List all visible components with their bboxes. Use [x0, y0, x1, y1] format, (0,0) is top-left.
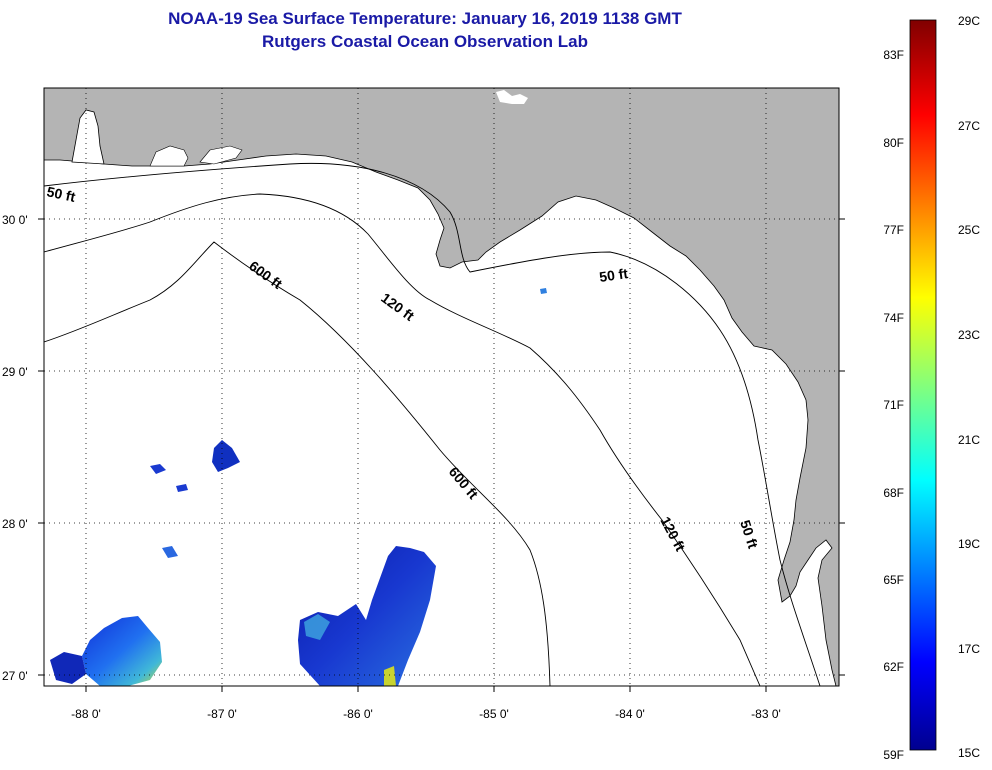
sst-patch-west [82, 616, 162, 686]
sst-patch-central [298, 546, 436, 686]
cb-f-74: 74F [883, 311, 904, 325]
cb-f-68: 68F [883, 486, 904, 500]
cb-c-29: 29C [958, 14, 980, 28]
sst-patch-central-cyan [304, 614, 330, 640]
map-subtitle: Rutgers Coastal Ocean Observation Lab [262, 32, 588, 51]
cb-f-80: 80F [883, 136, 904, 150]
isobath-600ft [44, 241, 551, 686]
cb-f-62: 62F [883, 660, 904, 674]
mobile-bay [71, 109, 105, 165]
sst-speck-1 [150, 464, 166, 474]
cb-f-71: 71F [883, 398, 904, 412]
cb-f-59: 59F [883, 748, 904, 762]
frame-ticks [38, 218, 845, 692]
isobath-label-50ft-west: 50 ft [45, 183, 77, 205]
cb-f-83: 83F [883, 48, 904, 62]
cb-c-23: 23C [958, 328, 980, 342]
lon-label-5: -83 0' [751, 707, 781, 721]
lon-label-0: -88 0' [71, 707, 101, 721]
lat-label-3: 27 0' [2, 669, 28, 683]
cb-c-21: 21C [958, 433, 980, 447]
colorbar [909, 19, 937, 751]
lon-label-4: -84 0' [615, 707, 645, 721]
cb-f-65: 65F [883, 573, 904, 587]
map-frame [43, 87, 840, 687]
lat-label-0: 30 0' [2, 213, 28, 227]
isobath-50ft [44, 162, 821, 686]
lat-label-2: 28 0' [2, 517, 28, 531]
pensacola-bay [149, 145, 189, 167]
isobath-label-50ft-east: 50 ft [598, 265, 629, 285]
cb-c-19: 19C [958, 537, 980, 551]
sst-patch-north [212, 440, 240, 472]
cb-c-25: 25C [958, 223, 980, 237]
lon-label-3: -85 0' [479, 707, 509, 721]
cb-c-15: 15C [958, 746, 980, 760]
choctawhatchee-bay [199, 145, 243, 165]
cb-f-77: 77F [883, 223, 904, 237]
sst-speck-2 [176, 484, 188, 492]
isobath-120ft [44, 193, 761, 686]
cb-c-27: 27C [958, 119, 980, 133]
lon-label-2: -86 0' [343, 707, 373, 721]
lat-label-1: 29 0' [2, 365, 28, 379]
inland-lake [496, 90, 528, 104]
sst-speck-4 [162, 546, 178, 558]
sst-speck-3 [540, 288, 547, 294]
sst-patch-west-edge [50, 652, 86, 684]
map-title: NOAA-19 Sea Surface Temperature: January… [168, 9, 682, 28]
cb-c-17: 17C [958, 642, 980, 656]
lon-label-1: -87 0' [207, 707, 237, 721]
sst-patch-central-yellow [384, 666, 396, 686]
land-mass [44, 88, 839, 686]
